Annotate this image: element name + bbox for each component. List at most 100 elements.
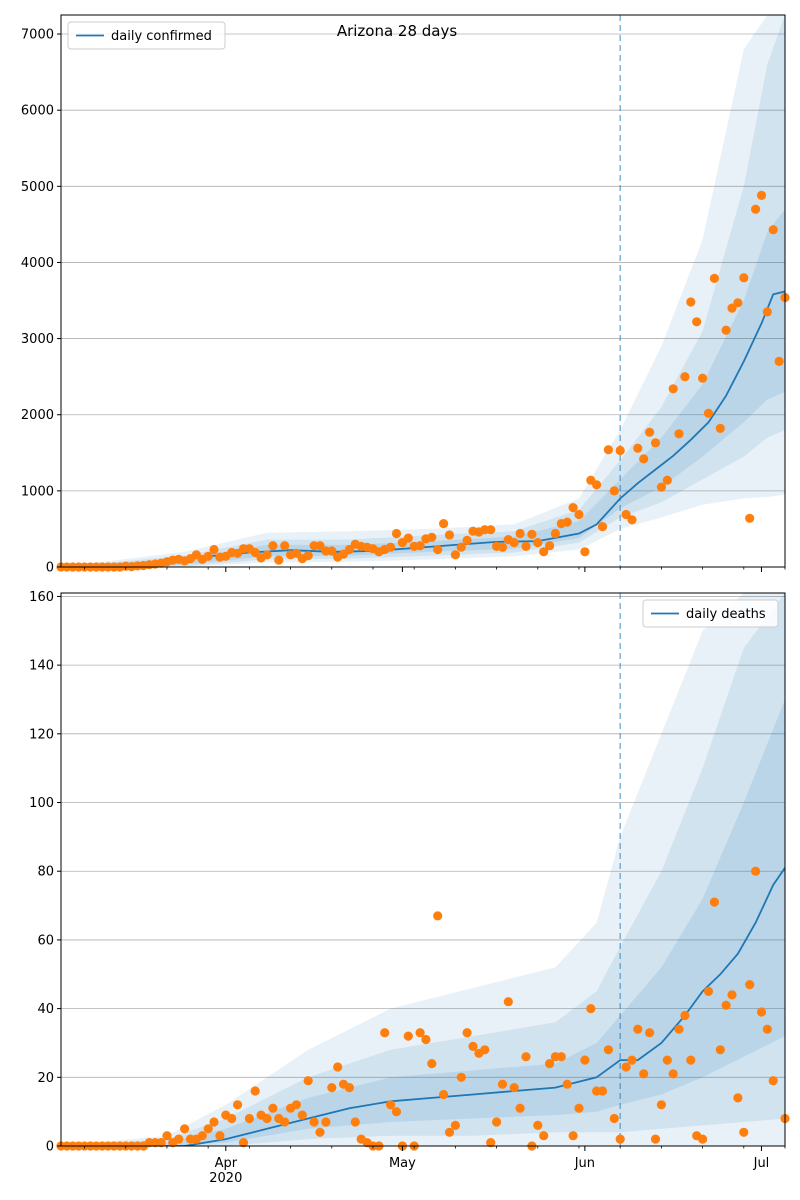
data-point [633, 443, 643, 453]
data-point [603, 445, 614, 455]
y-tick-label: 60 [37, 933, 54, 948]
data-point [568, 1131, 578, 1141]
data-point [756, 1007, 767, 1017]
data-point [686, 1055, 696, 1065]
data-point [703, 408, 714, 418]
data-point [539, 547, 549, 557]
y-tick-label: 140 [29, 659, 54, 674]
data-point [327, 1083, 337, 1093]
data-point [621, 509, 631, 520]
data-point [156, 1138, 166, 1148]
data-point [609, 486, 619, 496]
data-point [562, 1079, 572, 1089]
data-point [662, 475, 672, 485]
data-point [427, 1059, 437, 1069]
plot-area [61, 15, 785, 567]
data-point [721, 325, 731, 335]
data-point [444, 530, 455, 540]
data-point [580, 1055, 590, 1065]
data-point [656, 482, 667, 492]
data-point [462, 535, 472, 546]
data-point [527, 529, 537, 539]
data-point [303, 551, 313, 561]
y-tick-label: 6000 [21, 104, 54, 119]
data-point [533, 538, 543, 548]
data-point [674, 1024, 684, 1034]
data-point [433, 911, 443, 921]
data-point [233, 1100, 243, 1110]
data-point [515, 1103, 525, 1113]
y-tick-label: 20 [37, 1071, 54, 1086]
data-point [686, 297, 696, 307]
data-point [774, 356, 784, 366]
data-point [480, 1045, 490, 1055]
data-point [580, 547, 590, 557]
data-point [662, 1055, 672, 1065]
data-point [492, 1117, 502, 1127]
data-point [645, 1028, 655, 1038]
data-point [533, 1120, 543, 1130]
y-tick-label: 2000 [21, 408, 54, 423]
data-point [250, 1086, 260, 1096]
data-point [650, 438, 661, 448]
data-point [227, 1113, 237, 1124]
data-point [562, 517, 572, 527]
data-point [468, 1041, 478, 1051]
data-point [715, 423, 725, 433]
data-point [450, 550, 460, 560]
data-point [462, 1028, 472, 1038]
data-point [503, 997, 513, 1007]
data-point [739, 273, 749, 283]
data-point [762, 307, 772, 317]
data-point [603, 1045, 614, 1055]
chart-title: Arizona 28 days [337, 22, 458, 40]
data-point [521, 541, 531, 552]
legend-label: daily confirmed [111, 29, 212, 44]
data-point [315, 1127, 325, 1137]
data-point [509, 538, 519, 548]
data-point [209, 1117, 219, 1127]
data-point [615, 445, 625, 456]
data-point [268, 1103, 278, 1113]
band-outer [61, 593, 785, 1146]
data-point [291, 1100, 301, 1110]
legend-box [67, 21, 226, 50]
data-point [739, 1127, 749, 1137]
y-tick-label: 40 [37, 1002, 54, 1017]
data-point [597, 1086, 608, 1096]
data-point [680, 1010, 690, 1021]
data-point [203, 551, 213, 561]
data-point [768, 225, 778, 235]
data-point [403, 533, 413, 543]
data-point [539, 1131, 549, 1141]
data-point [415, 541, 425, 551]
data-point [521, 1052, 531, 1062]
band-middle [61, 15, 785, 567]
y-tick-label: 100 [29, 796, 54, 811]
y-tick-label: 80 [37, 865, 54, 880]
data-point [333, 1062, 343, 1072]
data-point [315, 541, 325, 551]
data-point [203, 1124, 213, 1134]
y-tick-label: 120 [29, 727, 54, 742]
data-point [733, 1093, 743, 1103]
data-point [751, 866, 761, 876]
data-point [715, 1045, 725, 1055]
data-point [280, 1117, 290, 1127]
data-point [721, 1000, 731, 1010]
data-point [291, 548, 301, 558]
x-tick-label: Jun [574, 1156, 595, 1171]
x-tick-year: 2020 [209, 1171, 242, 1186]
data-point [756, 190, 767, 200]
data-point [709, 897, 720, 907]
x-tick-label: Jul [753, 1156, 770, 1171]
data-point [639, 454, 649, 464]
data-point [174, 1134, 184, 1144]
data-point [709, 273, 720, 283]
data-point [586, 1004, 596, 1014]
data-point [668, 384, 678, 394]
data-point [609, 1113, 619, 1124]
data-point [768, 1076, 778, 1086]
